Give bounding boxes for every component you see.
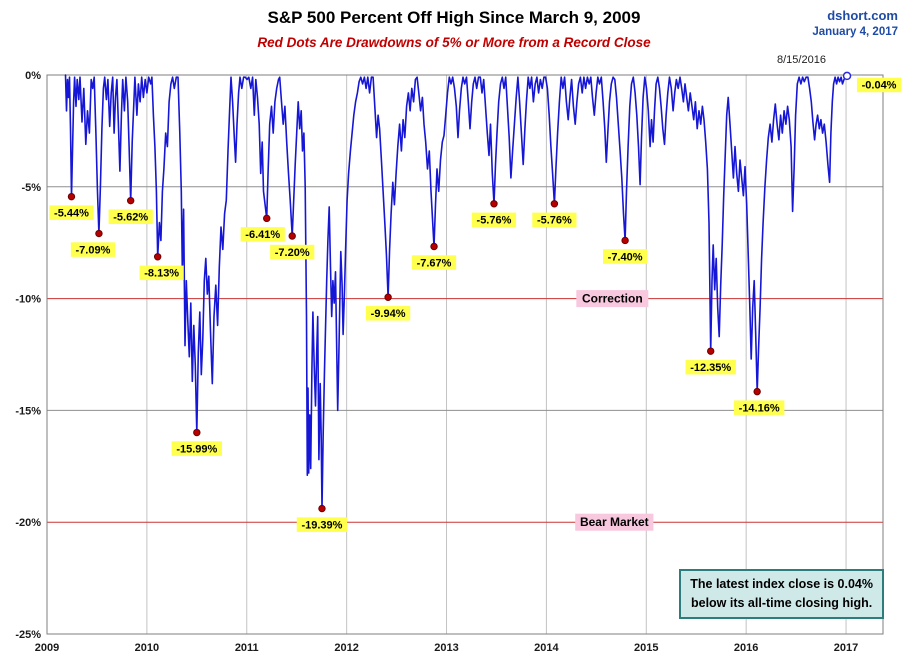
drawdown-label-bg: [240, 227, 285, 242]
drawdown-label-bg: [365, 306, 411, 321]
x-tick-label: 2016: [734, 642, 758, 654]
page-title: S&P 500 Percent Off High Since March 9, …: [267, 8, 641, 27]
y-tick-label: -20%: [15, 517, 41, 529]
note-line-1: The latest index close is 0.04%: [690, 577, 873, 591]
drawdown-label-bg: [685, 359, 736, 375]
drawdown-label-bg: [171, 441, 223, 456]
note-box: The latest index close is 0.04% below it…: [679, 569, 884, 619]
drawdown-label-bg: [49, 205, 94, 220]
drawdown-label: -7.09%: [76, 244, 111, 256]
x-tick-label: 2013: [434, 642, 458, 654]
drawdown-dot: [193, 428, 201, 437]
latest-close-label: -0.04%: [862, 80, 897, 92]
source-block: dshort.com January 4, 2017: [812, 8, 898, 38]
x-tick-label: 2011: [235, 642, 259, 654]
drawdown-dot: [263, 214, 271, 223]
drawdown-label-bg: [471, 212, 517, 228]
latest-close-label-bg: [856, 77, 902, 93]
drawdown-label: -7.40%: [608, 251, 643, 263]
drawdown-label: -9.94%: [371, 308, 406, 320]
drawdown-label: -8.13%: [144, 268, 179, 280]
drawdown-dot: [490, 200, 498, 208]
drawdown-label: -5.76%: [477, 215, 512, 227]
drawdown-dot: [95, 229, 103, 238]
drawdown-label-bg: [733, 400, 785, 415]
threshold-label: Bear Market: [580, 515, 649, 529]
drawdown-dot: [67, 192, 76, 201]
drawdown-label-bg: [296, 517, 348, 532]
page-subtitle: Red Dots Are Drawdowns of 5% or More fro…: [257, 35, 651, 50]
drawdown-label-bg: [70, 242, 116, 257]
drawdown-label: -5.44%: [54, 207, 89, 219]
x-tick-label: 2017: [834, 642, 858, 654]
x-tick-label: 2009: [35, 642, 59, 654]
drawdown-dot: [318, 504, 326, 513]
drawdown-label: -5.76%: [537, 215, 572, 227]
drawdown-dot: [707, 347, 715, 355]
drawdown-label-bg: [108, 209, 153, 224]
threshold-label-bg: [575, 513, 654, 531]
x-tick-label: 2012: [334, 642, 358, 654]
drawdown-label-bg: [411, 255, 457, 270]
drawdown-label: -14.16%: [739, 402, 780, 414]
source-date: January 4, 2017: [812, 26, 898, 38]
drawdown-dot: [430, 242, 438, 251]
drawdown-dot: [753, 387, 761, 396]
latest-close-marker: [842, 71, 852, 81]
threshold-label: Correction: [582, 292, 643, 306]
y-tick-label: -10%: [15, 294, 41, 306]
peak-date-label: 8/15/2016: [777, 54, 826, 66]
y-tick-label: -15%: [15, 405, 41, 417]
threshold-label-bg: [576, 290, 649, 308]
plot-border: [46, 74, 884, 635]
drawdown-label-bg: [270, 244, 315, 260]
drawdown-dot: [126, 196, 135, 205]
drawdown-label-bg: [139, 265, 184, 281]
drawdown-label: -15.99%: [176, 443, 217, 455]
x-tick-label: 2014: [534, 642, 559, 654]
drawdown-label: -6.41%: [245, 229, 280, 241]
y-tick-label: -5%: [21, 182, 41, 194]
drawdown-series-line: [64, 74, 848, 510]
drawdown-label: -12.35%: [690, 362, 731, 374]
drawdown-dot: [621, 236, 629, 245]
source-site: dshort.com: [827, 8, 898, 23]
note-line-2: below its all-time closing high.: [690, 595, 873, 610]
drawdown-dot: [384, 293, 392, 301]
drawdown-label: -5.62%: [113, 211, 148, 223]
drawdown-dot: [153, 253, 162, 261]
y-tick-label: -25%: [15, 629, 41, 641]
drawdown-dot: [550, 200, 559, 208]
x-tick-label: 2015: [634, 642, 658, 654]
drawdown-label-bg: [603, 249, 648, 264]
drawdown-label: -7.20%: [275, 247, 310, 259]
x-tick-label: 2010: [135, 642, 159, 654]
drawdown-label-bg: [532, 212, 577, 228]
drawdown-label: -7.67%: [417, 257, 452, 269]
y-tick-label: 0%: [25, 70, 41, 82]
drawdown-label: -19.39%: [301, 519, 342, 531]
drawdown-dot: [288, 232, 296, 240]
